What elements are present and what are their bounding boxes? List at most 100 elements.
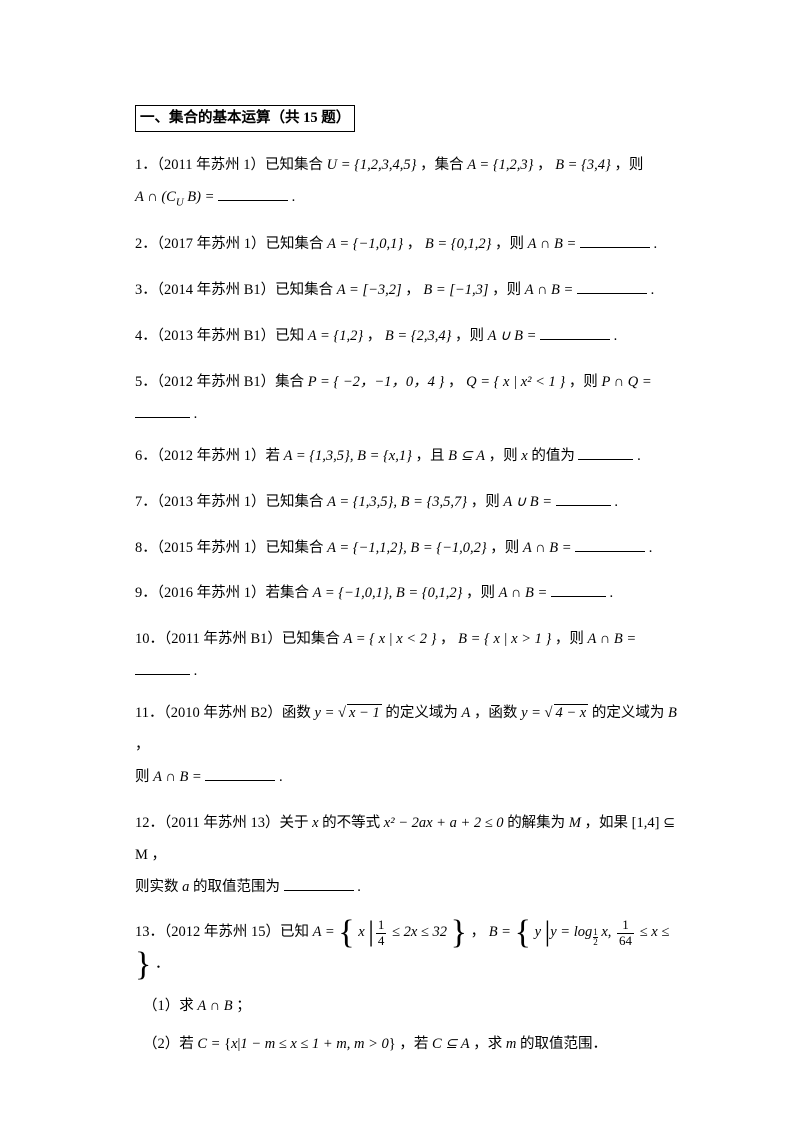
question-2: 2．（2017 年苏州 1）已知集合 A = {−1,0,1} ， B = {0… [135,229,683,261]
q1-period: . [292,189,296,205]
q3-a-eq: A = [−3,2] [337,282,402,298]
question-13: 13．（2012 年苏州 15）已知 A = { x |14 ≤ 2x ≤ 32… [135,917,683,1061]
q13-c-cond: 1 − m ≤ x ≤ 1 + m, m > 0 [240,1036,388,1052]
q12-line2-pre: 则实数 [135,879,182,895]
q13-sub2-end: 的取值范围． [520,1036,607,1052]
question-6: 6．（2012 年苏州 1）若 A = {1,3,5}, B = {x,1} ，… [135,441,683,473]
q2-prefix: 2．（2017 年苏州 1）已知集合 [135,236,327,252]
q2-period: . [653,236,657,252]
q13-a-mid: ≤ 2x ≤ 32 [388,924,447,940]
q2-blank [580,233,650,249]
q11-prefix: 11．（2010 年苏州 B2）函数 [135,705,315,721]
q13-sub1-end: ； [236,998,251,1014]
question-1: 1．（2011 年苏州 1）已知集合 U = {1,2,3,4,5} ，集合 A… [135,150,683,215]
q6-prefix: 6．（2012 年苏州 1）若 [135,448,284,464]
q10-a-eq: A = { x | x < 2 } [344,631,437,647]
q1-line2-expr: A ∩ (C [135,189,176,205]
q1-b-eq: B = {3,4} [555,157,611,173]
q5-prefix: 5．（2012 年苏州 B1）集合 [135,374,308,390]
q12-ineq: x² − 2ax + a + 2 ≤ 0 [384,815,504,831]
q5-comma: ， [448,374,463,390]
q6-period: . [637,448,641,464]
q12-mid2: 的解集为 [507,815,569,831]
q6-tail: 的值为 [531,448,575,464]
q11-B: B [668,705,677,721]
question-10: 10．（2011 年苏州 B1）已知集合 A = { x | x < 2 } ，… [135,624,683,688]
question-4: 4．（2013 年苏州 B1）已知 A = {1,2} ， B = {2,3,4… [135,321,683,353]
q11-mid3: 的定义域为 [592,705,668,721]
q11-y2: y = [521,705,544,721]
q9-a-eq: A = {−1,0,1}, B = {0,1,2} [313,585,463,601]
q13-prefix: 13．（2012 年苏州 15）已知 [135,924,313,940]
q7-blank [556,490,611,506]
q3-period: . [651,282,655,298]
q1-line2-after: B) = [184,189,215,205]
q13-frac1: 14 [376,918,387,948]
q4-prefix: 4．（2013 年苏州 B1）已知 [135,328,308,344]
q9-expr: A ∩ B = [499,585,548,601]
q2-a-eq: A = {−1,0,1} [327,236,403,252]
q13-sub2-cond: C ⊆ A [432,1036,470,1052]
q6-blank [578,444,633,460]
q12-mid3: ，如果 [585,815,632,831]
q12-M: M [569,815,581,831]
q5-blank [135,402,190,418]
frac-num: 1 [617,918,634,932]
q13-y: y [535,924,541,940]
q13-period: ． [155,956,170,972]
q3-prefix: 3．（2014 年苏州 B1）已知集合 [135,282,337,298]
q8-period: . [649,540,653,556]
section-title: 一、集合的基本运算（共 15 题） [135,105,355,132]
q13-by: y = log [550,924,592,940]
q3-expr: A ∩ B = [525,282,574,298]
q4-c1: ， [367,328,382,344]
q11-y1: y = [315,705,338,721]
q5-expr: P ∩ Q = [601,374,651,390]
q11-mid2: ，函数 [474,705,521,721]
q2-c1: ， [407,236,422,252]
q11-A: A [461,705,470,721]
q5-period: . [194,406,198,422]
frac-den: 64 [617,933,634,948]
q2-b-eq: B = {0,1,2} [425,236,492,252]
q6-mid2: ，则 [489,448,522,464]
q8-mid: ，则 [490,540,523,556]
q9-period: . [609,585,613,601]
q6-x: x [521,448,527,464]
brace-right-icon: } [389,1036,396,1052]
q1-u-eq: U = {1,2,3,4,5} [327,157,417,173]
q13-B-label: B = [489,924,515,940]
q13-b-mid2: ≤ x ≤ [636,924,669,940]
q7-a-eq: A = {1,3,5}, B = {3,5,7} [327,494,467,510]
q1-prefix: 1．（2011 年苏州 1）已知集合 [135,157,327,173]
sqrt-icon: 4 − x [545,698,589,730]
bar-icon: | [368,917,374,948]
q12-prefix: 12．（2011 年苏州 13）关于 [135,815,312,831]
q8-blank [575,536,645,552]
q12-period: . [357,879,361,895]
q8-a-eq: A = {−1,1,2}, B = {−1,0,2} [327,540,487,556]
q10-mid: ，则 [555,631,588,647]
q2-expr: A ∩ B = [528,236,577,252]
q12-blank [284,875,354,891]
frac-den: 4 [376,933,387,948]
q8-expr: A ∩ B = [523,540,572,556]
q13-b-mid1: x, [598,924,615,940]
q13-sub2-pre: （2）若 [143,1036,197,1052]
q11-blank [205,765,275,781]
q10-comma: ， [440,631,455,647]
frac-num: 1 [376,918,387,932]
q2-mid: ，则 [495,236,528,252]
q13-frac2: 164 [617,918,634,948]
question-5: 5．（2012 年苏州 B1）集合 P = { −2，−1，0，4 } ， Q … [135,367,683,431]
question-12: 12．（2011 年苏州 13）关于 x 的不等式 x² − 2ax + a +… [135,808,683,904]
q12-tail: ， [152,847,167,863]
q3-mid: ，则 [492,282,525,298]
q11-rad2: 4 − x [554,704,589,721]
q4-expr: A ∪ B = [488,328,537,344]
q6-mid1: ，且 [416,448,449,464]
q8-prefix: 8．（2015 年苏州 1）已知集合 [135,540,327,556]
q10-expr: A ∩ B = [588,631,637,647]
q6-a-eq: A = {1,3,5}, B = {x,1} [284,448,412,464]
q10-prefix: 10．（2011 年苏州 B1）已知集合 [135,631,344,647]
